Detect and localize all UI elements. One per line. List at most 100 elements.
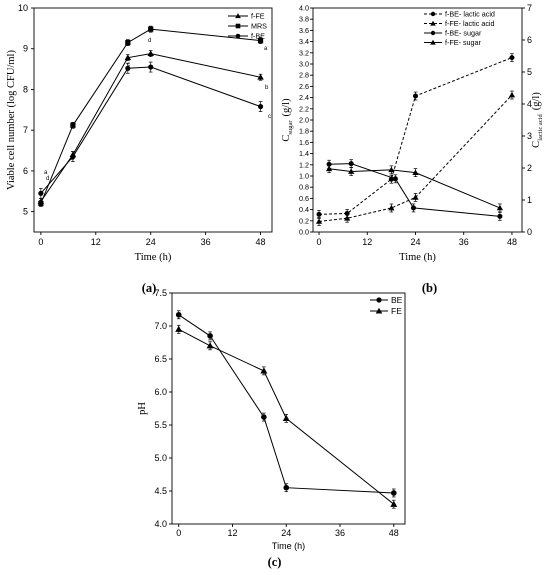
data-point — [257, 103, 264, 110]
data-point — [509, 55, 515, 61]
x-tick-label: 24 — [281, 528, 291, 538]
legend-label: f-BE- lactic acid — [445, 10, 495, 19]
data-point — [412, 194, 419, 200]
y-tick-label: 9 — [23, 44, 28, 54]
data-point — [412, 93, 418, 99]
y-right-axis-symbol: C — [531, 141, 542, 148]
legend-marker — [235, 33, 241, 39]
y-right-tick-label: 0 — [527, 227, 532, 237]
data-point — [175, 311, 182, 318]
data-point — [390, 490, 397, 496]
y-left-tick-label: 0.8 — [299, 183, 309, 192]
data-point — [316, 211, 322, 217]
data-point — [125, 40, 131, 46]
legend-marker — [376, 297, 382, 303]
x-tick-label: 24 — [410, 237, 420, 247]
y-left-tick-label: 2.0 — [299, 116, 309, 125]
y-tick-label: 6 — [23, 166, 28, 176]
data-point — [392, 176, 398, 182]
significance-letter: b — [265, 85, 269, 91]
legend-marker — [430, 30, 436, 36]
data-point — [508, 91, 516, 98]
y-left-tick-label: 1.4 — [299, 149, 309, 158]
y-left-tick-label: 1.6 — [299, 138, 309, 147]
x-tick-label: 12 — [91, 237, 101, 247]
y-left-tick-label: 2.4 — [299, 93, 309, 102]
data-point — [257, 73, 264, 80]
y-right-tick-label: 5 — [527, 67, 532, 77]
data-point — [388, 204, 395, 211]
data-point — [283, 484, 290, 491]
series-f-FE- lactic acid — [315, 90, 516, 226]
data-point — [326, 161, 332, 167]
x-tick-label: 0 — [38, 237, 43, 247]
legend-label: FE — [391, 306, 402, 316]
y-left-tick-label: 0.0 — [299, 228, 309, 237]
series-line — [319, 57, 513, 215]
data-point — [348, 168, 355, 174]
y-tick-label: 4.0 — [154, 519, 167, 529]
series-MRS — [38, 25, 264, 207]
y-left-tick-label: 3.6 — [299, 26, 309, 35]
y-right-tick-label: 4 — [527, 99, 532, 109]
data-point — [125, 65, 131, 71]
y-left-tick-label: 1.0 — [299, 172, 309, 181]
data-point — [348, 161, 354, 167]
series-line — [318, 94, 513, 222]
data-point — [388, 166, 395, 173]
data-point — [124, 54, 132, 61]
data-point — [175, 325, 183, 332]
series-f-FE- sugar — [325, 164, 504, 213]
legend-label: f-FE- lactic acid — [445, 19, 495, 28]
series-f-BE — [38, 61, 264, 199]
series-line — [40, 66, 261, 194]
legend-label: f-BE — [251, 32, 265, 41]
data-point — [70, 122, 76, 128]
series-BE — [175, 310, 397, 498]
y-left-axis-subscript: sugar — [287, 120, 294, 135]
data-point — [38, 200, 44, 207]
y-left-axis-unit: (g/l) — [281, 98, 292, 117]
data-point — [344, 215, 351, 221]
y-left-tick-label: 0.6 — [299, 194, 309, 203]
y-right-axis-label: Clactic acid (g/l) — [531, 92, 544, 148]
data-point — [325, 165, 333, 172]
y-left-axis-symbol: C — [281, 135, 292, 142]
chart-a: 0 12 24 36 48 5 6 7 8 9 10 Time (h) Viable cell numb… — [6, 3, 273, 295]
data-point — [260, 367, 268, 374]
y-left-tick-label: 1.2 — [299, 160, 309, 169]
data-point — [147, 50, 154, 57]
plot-frame — [33, 7, 273, 233]
x-tick-label: 0 — [176, 528, 181, 538]
panel-label-c: (c) — [268, 555, 282, 569]
y-right-axis-unit: (g/l) — [531, 92, 542, 111]
y-tick-label: 6.0 — [154, 387, 167, 397]
panel-label-a: (a) — [142, 281, 157, 295]
significance-letter: a — [44, 170, 48, 176]
data-point — [496, 204, 504, 211]
y-tick-label: 5.5 — [154, 420, 167, 430]
series-f-BE- sugar — [326, 159, 503, 221]
y-tick-label: 10 — [18, 3, 28, 13]
data-point — [70, 154, 76, 160]
legend-marker — [430, 20, 436, 26]
data-point — [412, 169, 419, 175]
y-left-tick-label: 0.2 — [299, 216, 309, 225]
legend-marker — [430, 39, 436, 45]
legend-marker — [375, 307, 383, 314]
series-FE — [175, 324, 398, 509]
y-tick-label: 8 — [23, 84, 28, 94]
y-right-tick-label: 7 — [527, 3, 532, 13]
y-left-tick-label: 3.0 — [299, 60, 309, 69]
y-left-tick-label: 3.4 — [299, 37, 309, 46]
data-point — [148, 26, 154, 32]
x-tick-label: 36 — [335, 528, 345, 538]
y-right-tick-label: 6 — [527, 35, 532, 45]
data-point — [206, 342, 214, 349]
y-right-tick-label: 1 — [527, 195, 532, 205]
y-left-tick-label: 3.8 — [299, 15, 309, 24]
